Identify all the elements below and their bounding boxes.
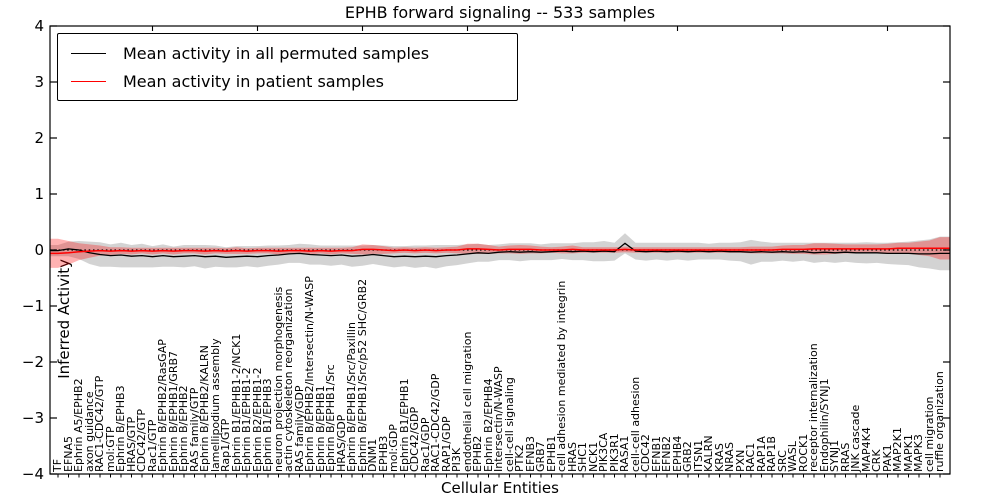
y-tick-label: −4: [21, 465, 44, 483]
x-axis-label: Cellular Entities: [441, 479, 559, 497]
legend-label-permuted: Mean activity in all permuted samples: [123, 43, 430, 63]
y-tick-label: 0: [34, 241, 44, 259]
legend-item-permuted: Mean activity in all permuted samples: [58, 42, 517, 64]
legend: Mean activity in all permuted samples Me…: [57, 33, 518, 101]
y-tick-label: 3: [34, 73, 44, 91]
y-tick-label: 4: [34, 17, 44, 35]
y-tick-label: −1: [21, 297, 44, 315]
legend-item-patient: Mean activity in patient samples: [58, 70, 517, 92]
y-tick-label: 1: [34, 185, 44, 203]
chart-title: EPHB forward signaling -- 533 samples: [344, 3, 656, 22]
y-tick-label: 2: [34, 129, 44, 147]
legend-label-patient: Mean activity in patient samples: [123, 71, 384, 91]
legend-line-permuted-icon: [71, 52, 106, 54]
y-tick-label: −2: [21, 353, 44, 371]
y-tick-label: −3: [21, 409, 44, 427]
legend-line-patient-icon: [71, 80, 106, 82]
